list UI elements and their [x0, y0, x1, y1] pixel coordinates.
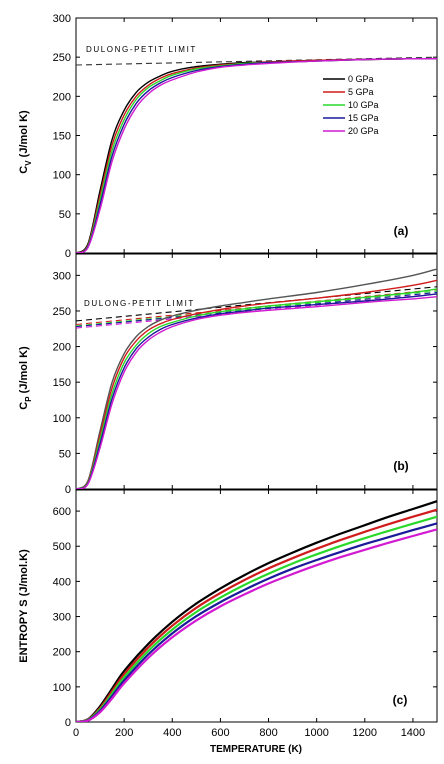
- legend-item-0gpa: 0 GPa: [323, 74, 374, 84]
- series-line-15gpa: [76, 522, 437, 722]
- panel-a-dulong-petit-annotation: DULONG-PETIT LIMIT: [86, 45, 197, 54]
- legend-label: 10 GPa: [348, 100, 379, 110]
- legend-item-20gpa: 20 GPa: [323, 126, 379, 136]
- y-tick-label: 0: [65, 248, 71, 260]
- legend-label: 0 GPa: [348, 74, 374, 84]
- y-tick-label: 100: [53, 413, 71, 425]
- y-tick-label: 100: [53, 682, 71, 694]
- panel-b: 0 50 100 150 200 250 300 DULONG-PETIT LIMIT CP…: [18, 253, 438, 496]
- x-tick-label: 0: [73, 727, 79, 739]
- series-line-20gpa: [76, 296, 437, 489]
- dulong-petit-reference-line: [76, 56, 437, 66]
- series-line-15gpa: [76, 293, 437, 489]
- x-tick-label: 600: [211, 727, 229, 739]
- y-tick-label: 100: [53, 170, 71, 182]
- series-line-10gpa: [76, 515, 437, 722]
- panel-a-y-axis-title: CV (J/mol K): [18, 110, 33, 174]
- y-tick-label: 150: [53, 131, 71, 143]
- y-tick-label: 0: [65, 484, 71, 496]
- series-line-5gpa: [76, 57, 437, 253]
- x-tick-label: 1000: [304, 727, 328, 739]
- y-tick-label: 200: [53, 647, 71, 659]
- legend-label: 15 GPa: [348, 113, 379, 123]
- legend-item-5gpa: 5 GPa: [323, 87, 374, 97]
- panel-b-y-axis-title: CP (J/mol K): [18, 346, 33, 410]
- panel-a: 0 50 100 150 200 250 300 DULONG-PETIT LIMIT CV…: [18, 13, 438, 260]
- legend-label: 5 GPa: [348, 87, 374, 97]
- panel-c-x-ticks: 0 200 400 600 800 1000 1200 1400: [73, 490, 425, 739]
- panel-b-dulong-petit-annotation: DULONG-PETIT LIMIT: [84, 299, 195, 308]
- panel-a-series: [76, 57, 437, 253]
- x-tick-label: 1200: [353, 727, 377, 739]
- legend-label: 20 GPa: [348, 126, 379, 136]
- series-line-10gpa: [76, 57, 437, 253]
- y-tick-label: 200: [53, 342, 71, 354]
- y-tick-label: 250: [53, 306, 71, 318]
- y-tick-label: 50: [59, 448, 71, 460]
- y-tick-label: 300: [53, 13, 71, 25]
- legend: 0 GPa 5 GPa 10 GPa 15 GPa 20 GPa: [323, 74, 379, 136]
- series-line-10gpa: [76, 288, 437, 489]
- x-tick-label: 400: [163, 727, 181, 739]
- legend-item-10gpa: 10 GPa: [323, 100, 379, 110]
- y-tick-label: 300: [53, 612, 71, 624]
- y-tick-label: 250: [53, 52, 71, 64]
- y-tick-label: 300: [53, 270, 71, 282]
- panel-b-y-ticks: 0 50 100 150 200 250 300: [53, 254, 437, 496]
- panel-c-y-ticks: 0 100 200 300 400 500 600: [53, 506, 437, 729]
- y-tick-label: 0: [65, 717, 71, 729]
- x-axis-title: TEMPERATURE (K): [210, 744, 302, 755]
- y-tick-label: 200: [53, 91, 71, 103]
- y-tick-label: 600: [53, 506, 71, 518]
- series-line-20gpa: [76, 528, 437, 722]
- legend-item-15gpa: 15 GPa: [323, 113, 379, 123]
- series-line-0gpa: [76, 268, 437, 489]
- y-tick-label: 400: [53, 576, 71, 588]
- panel-b-series: [76, 268, 437, 489]
- x-tick-label: 1400: [401, 727, 425, 739]
- panel-a-reference-lines: [76, 56, 437, 66]
- panel-a-label: (a): [394, 224, 409, 238]
- panel-c-series: [76, 500, 437, 722]
- panel-b-frame: [75, 253, 438, 490]
- series-line-15gpa: [76, 57, 437, 253]
- panel-c-frame: [75, 489, 438, 723]
- series-line-5gpa: [76, 279, 437, 489]
- series-line-0gpa: [76, 57, 437, 253]
- series-line-5gpa: [76, 508, 437, 722]
- series-line-0gpa: [76, 500, 437, 722]
- x-tick-label: 800: [259, 727, 277, 739]
- y-tick-label: 150: [53, 377, 71, 389]
- series-line-20gpa: [76, 57, 437, 253]
- y-tick-label: 50: [59, 209, 71, 221]
- y-tick-label: 500: [53, 541, 71, 553]
- panel-c-label: (c): [393, 693, 408, 707]
- x-tick-label: 200: [115, 727, 133, 739]
- panel-a-y-ticks: 0 50 100 150 200 250 300: [53, 13, 437, 260]
- panel-c: 0 100 200 300 400 500 600 0 200 400 600 800 1000 120…: [18, 489, 438, 755]
- panel-c-y-axis-title: ENTROPY S (J/mol.K): [18, 549, 30, 663]
- panel-b-label: (b): [393, 459, 408, 473]
